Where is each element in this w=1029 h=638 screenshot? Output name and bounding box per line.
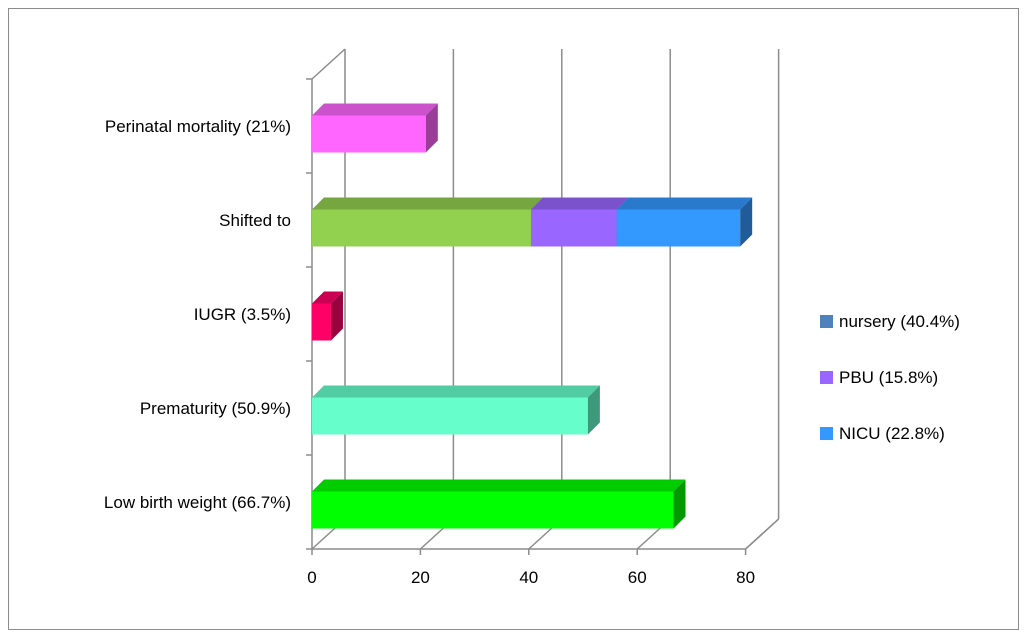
bar-shifted-segment-2-top	[616, 197, 753, 210]
bar-4-front	[312, 115, 426, 153]
bar-shifted-segment-2	[616, 197, 753, 247]
legend-label: NICU (22.8%)	[839, 424, 945, 443]
chart-frame: Low birth weight (66.7%) Prematurity (50.…	[8, 8, 1019, 630]
x-tick-label: 40	[519, 568, 538, 587]
bar-4-side	[425, 103, 438, 153]
bar-2-side	[330, 291, 343, 341]
bar-shifted-segment-1	[530, 197, 629, 247]
category-label: Perinatal mortality (21%)	[105, 117, 291, 136]
x-tick-label: 80	[736, 568, 755, 587]
bar-shifted-segment-2-side	[740, 197, 753, 247]
bar-shifted-segment-1-top	[530, 197, 629, 210]
bar-2-top	[312, 291, 343, 304]
bar-0-side	[673, 479, 686, 529]
bar-0	[312, 479, 686, 529]
floor-gridline	[745, 518, 780, 550]
x-tick-label: 0	[307, 568, 316, 587]
legend-label: PBU (15.8%)	[839, 368, 938, 387]
legend-label: nursery (40.4%)	[839, 312, 960, 331]
x-tick-labels: 0 20 40 60 80	[307, 568, 755, 587]
bar-4-top	[312, 103, 438, 116]
legend-swatch	[820, 315, 833, 328]
bar-0-front	[312, 491, 674, 529]
bar-1-side	[587, 385, 600, 435]
bar-1-top	[312, 385, 600, 398]
category-label: Shifted to	[219, 211, 291, 230]
x-tick-label: 20	[411, 568, 430, 587]
gridlines	[311, 49, 780, 555]
category-labels: Low birth weight (66.7%) Prematurity (50.…	[104, 117, 291, 512]
bar-shifted-segment-1-front	[530, 209, 617, 247]
bars	[312, 103, 753, 529]
bar-1	[312, 385, 600, 435]
category-label: Prematurity (50.9%)	[140, 399, 291, 418]
legend-swatch	[820, 371, 833, 384]
wall-top-edge	[311, 48, 346, 80]
bar-2-front	[312, 303, 331, 341]
bar-chart: Low birth weight (66.7%) Prematurity (50.…	[104, 48, 960, 587]
category-label: IUGR (3.5%)	[194, 305, 291, 324]
category-label: Low birth weight (66.7%)	[104, 493, 291, 512]
bar-4	[312, 103, 438, 153]
legend-swatch	[820, 427, 833, 440]
bar-shifted-segment-0-front	[312, 209, 531, 247]
x-tick-label: 60	[628, 568, 647, 587]
bar-0-top	[312, 479, 686, 492]
bar-shifted-segment-0-top	[312, 197, 543, 210]
bar-1-front	[312, 397, 588, 435]
legend: nursery (40.4%) PBU (15.8%) NICU (22.8%)	[820, 312, 960, 443]
bar-shifted-segment-2-front	[616, 209, 741, 247]
bar-shifted-segment-0	[312, 197, 543, 247]
bar-2	[312, 291, 343, 341]
